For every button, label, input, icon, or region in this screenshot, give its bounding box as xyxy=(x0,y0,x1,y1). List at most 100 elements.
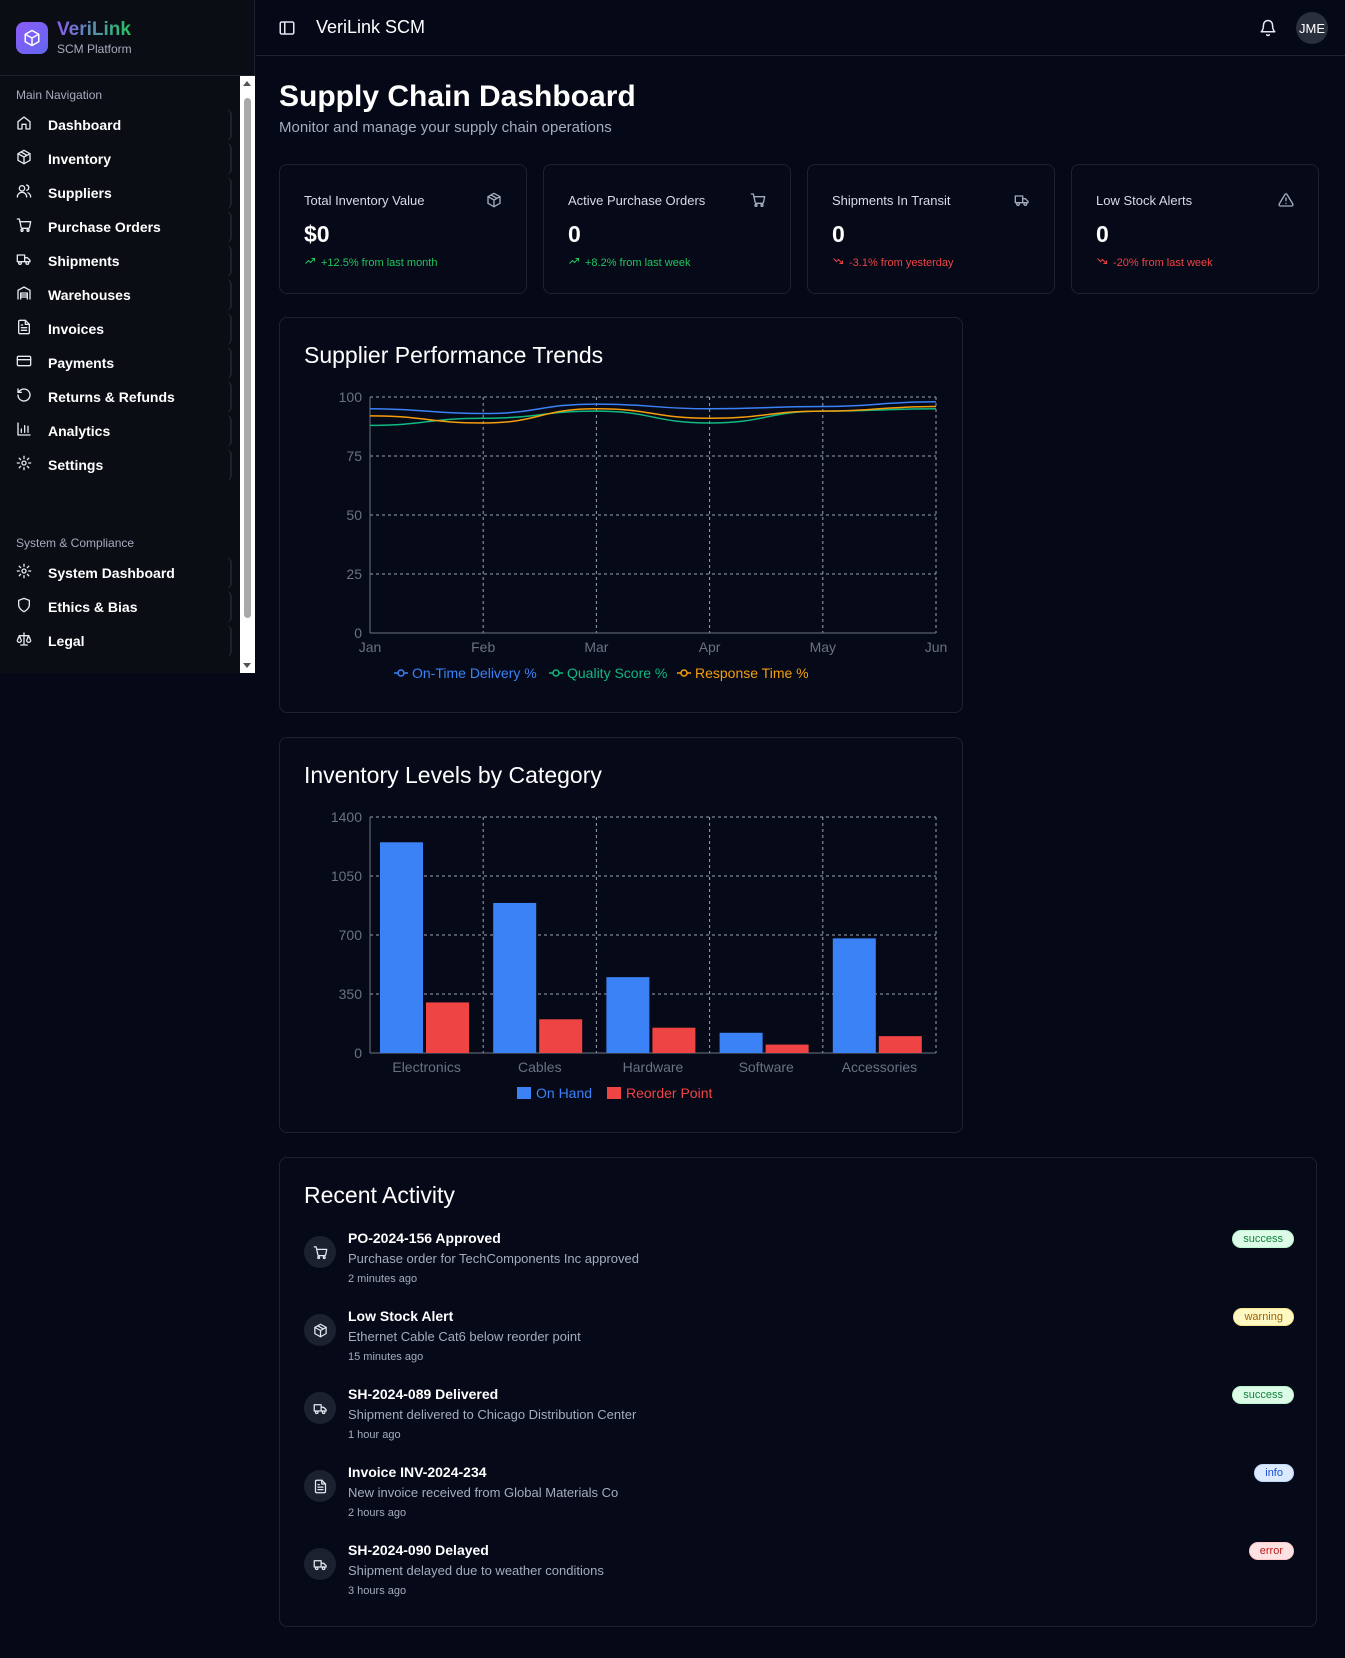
sidebar-toggle-icon[interactable] xyxy=(278,19,296,37)
y-tick-label: 1050 xyxy=(331,868,362,884)
trend-down-icon xyxy=(1096,255,1113,270)
page-title: Supply Chain Dashboard xyxy=(279,80,636,113)
scroll-down-arrow-icon[interactable] xyxy=(243,663,251,668)
activity-item[interactable]: PO-2024-156 Approved Purchase order for … xyxy=(304,1230,1294,1300)
brand[interactable]: VeriLink SCM Platform xyxy=(0,0,254,76)
sidebar-item-analytics[interactable]: Analytics xyxy=(8,415,232,447)
package-icon xyxy=(16,149,32,170)
brand-subtitle: SCM Platform xyxy=(57,41,132,56)
stat-card-1: Active Purchase Orders 0 +8.2% from last… xyxy=(543,164,791,294)
activity-item[interactable]: SH-2024-090 Delayed Shipment delayed due… xyxy=(304,1542,1294,1612)
activity-description: Purchase order for TechComponents Inc ap… xyxy=(348,1251,639,1266)
bar xyxy=(765,1044,809,1053)
legend-label: Response Time % xyxy=(695,665,809,681)
status-badge: error xyxy=(1248,1542,1294,1560)
activity-item[interactable]: Invoice INV-2024-234 New invoice receive… xyxy=(304,1464,1294,1534)
status-badge: info xyxy=(1254,1464,1294,1482)
bar xyxy=(719,1032,763,1053)
y-tick-label: 700 xyxy=(339,927,363,943)
x-tick-label: Cables xyxy=(518,1059,562,1075)
sidebar-item-settings[interactable]: Settings xyxy=(8,449,232,481)
cart-icon xyxy=(750,192,766,208)
scroll-up-arrow-icon[interactable] xyxy=(243,81,251,86)
sidebar-scrollbar[interactable] xyxy=(240,76,255,673)
stat-trend-text: -3.1% from yesterday xyxy=(849,256,954,269)
users-icon xyxy=(16,183,32,204)
y-tick-label: 0 xyxy=(354,625,362,641)
stat-value: 0 xyxy=(568,221,581,247)
supplier-performance-card: Supplier Performance Trends 0 25 50 75 100 Ja… xyxy=(279,317,963,713)
x-tick-label: Accessories xyxy=(842,1059,917,1075)
gear-icon xyxy=(16,563,32,584)
gear-icon xyxy=(16,455,32,476)
sidebar-item-label: Legal xyxy=(48,633,85,649)
x-tick-label: Apr xyxy=(699,639,721,655)
sidebar-item-payments[interactable]: Payments xyxy=(8,347,232,379)
file-icon xyxy=(304,1470,336,1502)
status-badge: success xyxy=(1232,1386,1294,1404)
sidebar-item-label: Payments xyxy=(48,355,115,371)
y-tick-label: 0 xyxy=(354,1045,362,1061)
activity-title: Low Stock Alert xyxy=(348,1308,454,1324)
sidebar-item-label: Analytics xyxy=(48,423,111,439)
avatar[interactable]: JME xyxy=(1296,12,1328,44)
credit-card-icon xyxy=(16,353,32,374)
sidebar-item-label: Shipments xyxy=(48,253,120,269)
nav-group-system-label: System & Compliance xyxy=(16,536,135,550)
sidebar: VeriLink SCM Platform Main Navigation Da… xyxy=(0,0,255,673)
inventory-levels-chart: 0 350 700 1050 1400 Electronics Cables Hardware… xyxy=(331,809,937,1101)
bar xyxy=(380,842,423,1053)
rotate-icon xyxy=(16,387,32,408)
sidebar-item-dashboard[interactable]: Dashboard xyxy=(8,109,232,141)
supplier-performance-chart: 0 25 50 75 100 Jan Feb Mar Apr May Jun On-Time Deli… xyxy=(339,389,948,681)
legend-swatch xyxy=(607,1087,621,1099)
sidebar-item-system-dashboard[interactable]: System Dashboard xyxy=(8,557,232,589)
stat-value: 0 xyxy=(1096,221,1109,247)
stat-trend: -20% from last week xyxy=(1096,255,1213,270)
status-badge: success xyxy=(1232,1230,1294,1248)
x-tick-label: Mar xyxy=(584,639,608,655)
sidebar-item-label: Ethics & Bias xyxy=(48,599,138,615)
sidebar-item-ethics-bias[interactable]: Ethics & Bias xyxy=(8,591,232,623)
trend-up-icon xyxy=(304,255,321,270)
activity-title: Invoice INV-2024-234 xyxy=(348,1464,487,1480)
activity-item[interactable]: Low Stock Alert Ethernet Cable Cat6 belo… xyxy=(304,1308,1294,1378)
stat-card-0: Total Inventory Value $0 +12.5% from las… xyxy=(279,164,527,294)
bar xyxy=(652,1027,696,1053)
scrollbar-thumb[interactable] xyxy=(244,98,251,618)
bell-icon[interactable] xyxy=(1259,19,1277,37)
sidebar-item-legal[interactable]: Legal xyxy=(8,625,232,657)
x-tick-label: Feb xyxy=(471,639,495,655)
legend-label: On-Time Delivery % xyxy=(412,665,537,681)
bar xyxy=(832,938,876,1053)
sidebar-item-suppliers[interactable]: Suppliers xyxy=(8,177,232,209)
activity-description: Shipment delivered to Chicago Distributi… xyxy=(348,1407,637,1422)
recent-activity-title: Recent Activity xyxy=(304,1182,455,1208)
activity-item[interactable]: SH-2024-089 Delivered Shipment delivered… xyxy=(304,1386,1294,1456)
inventory-levels-card: Inventory Levels by Category 0 350 700 1050… xyxy=(279,737,963,1133)
sidebar-item-label: Warehouses xyxy=(48,287,131,303)
sidebar-item-shipments[interactable]: Shipments xyxy=(8,245,232,277)
scale-icon xyxy=(16,631,32,652)
sidebar-item-warehouses[interactable]: Warehouses xyxy=(8,279,232,311)
bar xyxy=(426,1002,469,1053)
app-title: VeriLink SCM xyxy=(316,17,426,37)
x-tick-label: Hardware xyxy=(623,1059,684,1075)
sidebar-item-purchase-orders[interactable]: Purchase Orders xyxy=(8,211,232,243)
series-line xyxy=(369,405,937,424)
stat-trend: +8.2% from last week xyxy=(568,255,690,270)
sidebar-item-invoices[interactable]: Invoices xyxy=(8,313,232,345)
sidebar-item-inventory[interactable]: Inventory xyxy=(8,143,232,175)
activity-description: Ethernet Cable Cat6 below reorder point xyxy=(348,1329,581,1344)
topbar: VeriLink SCM JME xyxy=(256,0,1345,56)
nav-group-main-label: Main Navigation xyxy=(16,88,103,102)
x-tick-label: Software xyxy=(739,1059,794,1075)
truck-icon xyxy=(304,1392,336,1424)
warehouse-icon xyxy=(16,285,32,306)
status-badge: warning xyxy=(1233,1308,1294,1326)
brand-logo-icon xyxy=(16,21,48,54)
sidebar-item-returns-refunds[interactable]: Returns & Refunds xyxy=(8,381,232,413)
sidebar-item-label: Invoices xyxy=(48,321,105,337)
y-tick-label: 1400 xyxy=(331,809,362,825)
legend-marker xyxy=(680,669,688,677)
